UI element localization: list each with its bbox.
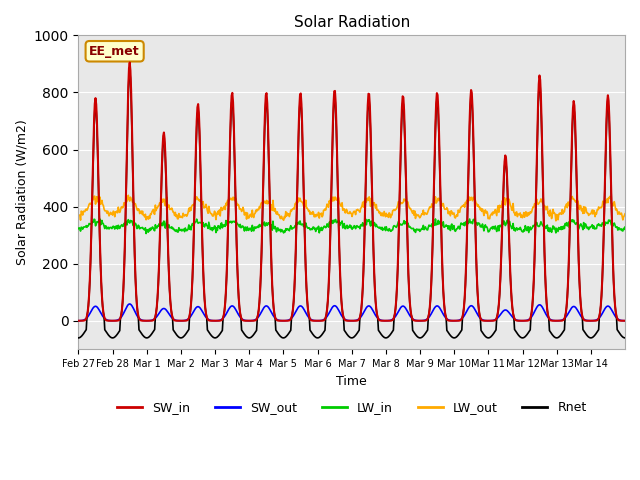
Rnet	[621, 335, 629, 341]
SW_in	[409, 316, 417, 322]
SW_out	[126, 301, 134, 307]
SW_out	[267, 308, 275, 314]
LW_out	[409, 210, 417, 216]
SW_in	[126, 60, 134, 65]
X-axis label: Time: Time	[337, 374, 367, 387]
SW_in	[240, 318, 248, 324]
Line: SW_out: SW_out	[79, 304, 625, 321]
LW_out	[124, 192, 132, 198]
SW_out	[140, 318, 147, 324]
LW_in	[410, 226, 417, 231]
Line: Rnet: Rnet	[79, 70, 625, 338]
Line: LW_in: LW_in	[79, 219, 625, 234]
LW_out	[287, 208, 295, 214]
Rnet	[75, 335, 83, 341]
LW_out	[267, 203, 275, 209]
SW_in	[140, 318, 147, 324]
Line: LW_out: LW_out	[79, 195, 625, 221]
LW_in	[75, 226, 83, 231]
Rnet	[440, 288, 447, 294]
Y-axis label: Solar Radiation (W/m2): Solar Radiation (W/m2)	[15, 120, 28, 265]
Rnet	[240, 330, 248, 336]
Rnet	[287, 315, 295, 321]
LW_in	[289, 226, 296, 232]
LW_in	[140, 226, 147, 231]
SW_out	[287, 315, 295, 321]
Rnet	[409, 327, 417, 333]
SW_in	[440, 288, 447, 293]
SW_out	[240, 317, 248, 323]
SW_in	[287, 315, 295, 321]
LW_out	[440, 201, 447, 206]
SW_out	[75, 318, 83, 324]
LW_out	[621, 211, 629, 217]
LW_in	[440, 225, 448, 230]
Text: EE_met: EE_met	[90, 45, 140, 58]
Rnet	[126, 67, 134, 73]
Rnet	[267, 243, 275, 249]
LW_in	[142, 231, 150, 237]
Rnet	[140, 333, 147, 339]
LW_in	[621, 224, 629, 230]
LW_out	[75, 212, 83, 218]
LW_in	[241, 228, 248, 234]
Line: SW_in: SW_in	[79, 62, 625, 321]
SW_in	[75, 318, 83, 324]
LW_out	[552, 218, 560, 224]
SW_in	[621, 318, 629, 324]
LW_in	[268, 222, 275, 228]
LW_out	[140, 212, 147, 218]
LW_out	[240, 207, 248, 213]
LW_in	[96, 216, 104, 222]
SW_out	[621, 318, 629, 324]
Title: Solar Radiation: Solar Radiation	[294, 15, 410, 30]
SW_out	[409, 316, 417, 322]
SW_out	[440, 312, 447, 317]
SW_in	[267, 240, 275, 246]
Legend: SW_in, SW_out, LW_in, LW_out, Rnet: SW_in, SW_out, LW_in, LW_out, Rnet	[112, 396, 592, 420]
